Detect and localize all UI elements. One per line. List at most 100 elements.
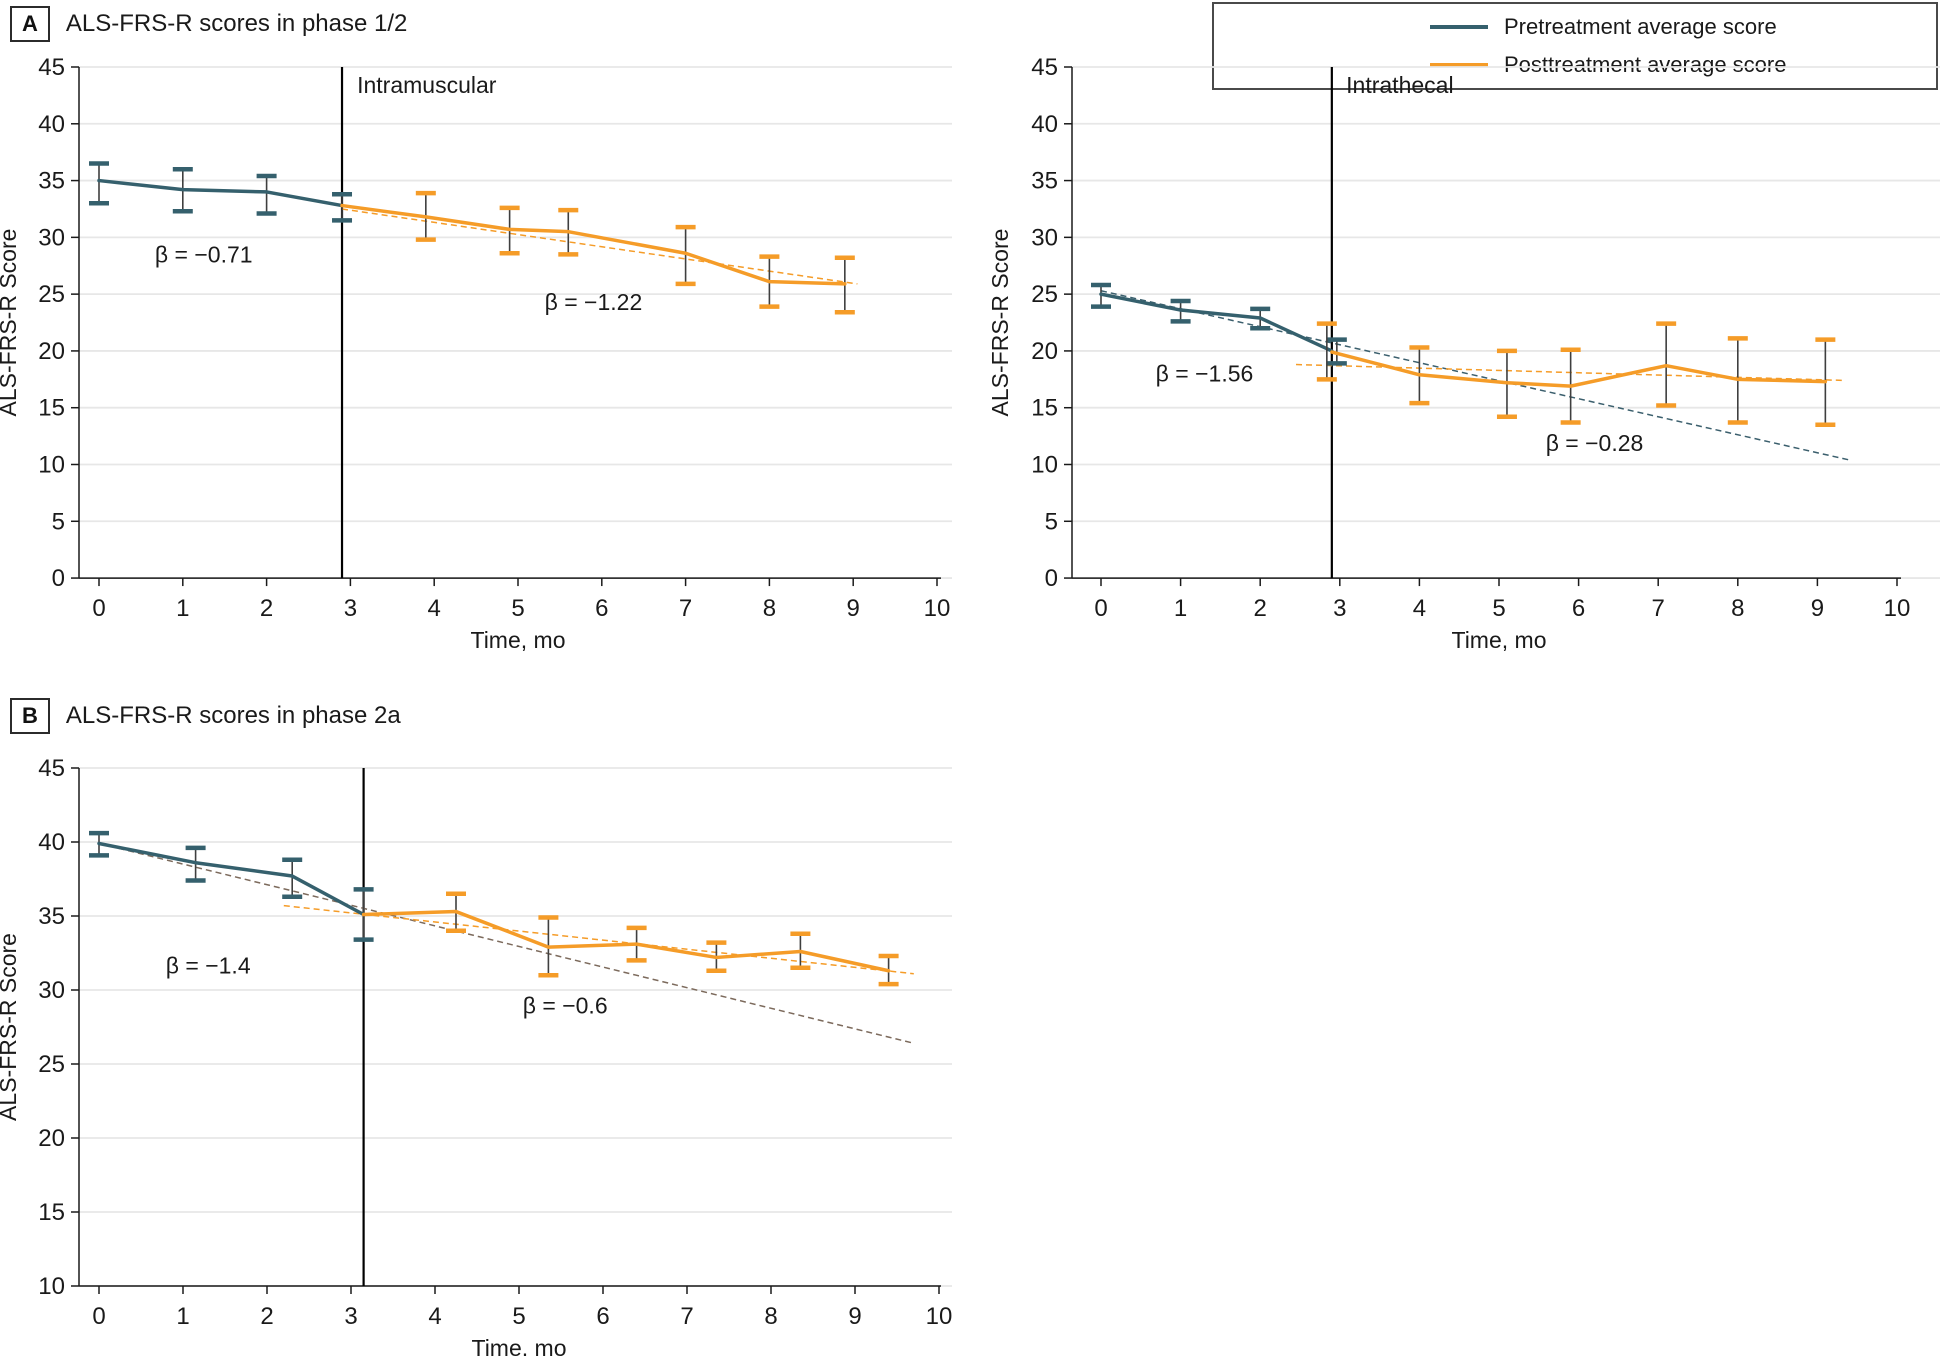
y-axis-title: ALS-FRS-R Score <box>987 229 1013 417</box>
y-tick-label: 20 <box>38 1125 65 1152</box>
beta-annotation: β = −0.6 <box>523 993 608 1019</box>
x-axis-title: Time, mo <box>472 1335 567 1356</box>
legend-item-posttreatment: Posttreatment average score <box>1430 52 1936 78</box>
y-tick-label: 35 <box>1031 168 1058 195</box>
beta-annotation: β = −1.4 <box>166 953 251 979</box>
y-tick-label: 45 <box>38 755 65 782</box>
x-tick-label: 1 <box>176 1303 189 1330</box>
panel-a-title: ALS-FRS-R scores in phase 1/2 <box>65 10 408 37</box>
x-axis-title: Time, mo <box>1452 627 1547 653</box>
x-tick-label: 6 <box>596 1303 609 1330</box>
posttreatment-series-line <box>340 203 847 286</box>
posttreatment-series-line <box>1330 350 1828 388</box>
y-tick-label: 0 <box>1045 565 1058 592</box>
y-tick-label: 25 <box>38 1051 65 1078</box>
y-tick-label: 40 <box>38 829 65 856</box>
x-tick-label: 3 <box>344 1303 357 1330</box>
y-axis-title: ALS-FRS-R Score <box>0 229 21 417</box>
y-tick-label: 40 <box>1031 111 1058 138</box>
y-tick-label: 15 <box>1031 395 1058 422</box>
x-tick-label: 2 <box>260 1303 273 1330</box>
y-tick-label: 5 <box>1045 508 1058 535</box>
panel-b-letter: B <box>10 698 50 734</box>
pretreatment-line-swatch <box>1430 25 1488 29</box>
y-tick-label: 45 <box>38 54 65 81</box>
x-tick-label: 9 <box>1811 595 1824 622</box>
y-tick-label: 45 <box>1031 54 1058 81</box>
y-tick-label: 30 <box>38 224 65 251</box>
pretreatment-trend <box>1100 290 1850 461</box>
y-tick-label: 5 <box>52 508 65 535</box>
posttreatment-line-swatch <box>1430 63 1488 67</box>
x-tick-label: 2 <box>1254 595 1267 622</box>
x-tick-label: 10 <box>1884 595 1911 622</box>
y-tick-label: 0 <box>52 565 65 592</box>
x-tick-label: 0 <box>1094 595 1107 622</box>
beta-annotation: β = −0.71 <box>155 241 253 267</box>
x-tick-label: 1 <box>176 595 189 622</box>
x-tick-label: 4 <box>1413 595 1426 622</box>
x-tick-label: 7 <box>680 1303 693 1330</box>
y-tick-label: 35 <box>38 168 65 195</box>
y-tick-label: 15 <box>38 395 65 422</box>
y-tick-label: 10 <box>38 451 65 478</box>
y-tick-label: 20 <box>38 338 65 365</box>
pretreatment-series-line <box>97 841 366 917</box>
x-tick-label: 3 <box>344 595 357 622</box>
x-tick-label: 5 <box>511 595 524 622</box>
pretreatment-series-line <box>1099 292 1334 353</box>
y-tick-label: 15 <box>38 1199 65 1226</box>
x-tick-label: 9 <box>847 595 860 622</box>
y-tick-label: 35 <box>38 903 65 930</box>
x-tick-label: 3 <box>1333 595 1346 622</box>
x-tick-label: 6 <box>1572 595 1585 622</box>
beta-annotation: β = −1.56 <box>1156 361 1254 387</box>
y-tick-label: 10 <box>1031 451 1058 478</box>
x-tick-label: 2 <box>260 595 273 622</box>
posttreatment-series-line <box>361 909 891 973</box>
y-tick-label: 20 <box>1031 338 1058 365</box>
panel-b-title: ALS-FRS-R scores in phase 2a <box>65 702 401 729</box>
x-tick-label: 0 <box>92 595 105 622</box>
x-axis-title: Time, mo <box>471 627 566 653</box>
legend-item-pretreatment: Pretreatment average score <box>1430 14 1936 40</box>
beta-annotation: β = −0.28 <box>1546 430 1644 456</box>
legend: Pretreatment average score Posttreatment… <box>1212 2 1938 90</box>
x-tick-label: 10 <box>926 1303 953 1330</box>
posttreatment-trend <box>341 208 858 285</box>
y-tick-label: 25 <box>38 281 65 308</box>
y-tick-label: 30 <box>38 977 65 1004</box>
panel-a-header: A ALS-FRS-R scores in phase 1/2 <box>10 6 407 42</box>
x-tick-label: 6 <box>595 595 608 622</box>
x-tick-label: 10 <box>924 595 951 622</box>
x-tick-label: 8 <box>1731 595 1744 622</box>
panel-a-letter: A <box>10 6 50 42</box>
x-tick-label: 4 <box>428 1303 441 1330</box>
treatment-phase-label: Intramuscular <box>357 72 497 98</box>
x-tick-label: 4 <box>428 595 441 622</box>
x-tick-label: 5 <box>1492 595 1505 622</box>
y-axis-title: ALS-FRS-R Score <box>0 933 21 1121</box>
beta-annotation: β = −1.22 <box>545 289 643 315</box>
x-tick-label: 8 <box>763 595 776 622</box>
pretreatment-trend <box>98 842 914 1045</box>
y-tick-label: 30 <box>1031 224 1058 251</box>
legend-label-posttreatment: Posttreatment average score <box>1504 52 1787 77</box>
posttreatment-trend <box>283 904 914 975</box>
y-tick-label: 25 <box>1031 281 1058 308</box>
y-tick-label: 40 <box>38 111 65 138</box>
x-tick-label: 5 <box>512 1303 525 1330</box>
pretreatment-series-line <box>97 178 344 208</box>
x-tick-label: 7 <box>1652 595 1665 622</box>
x-tick-label: 1 <box>1174 595 1187 622</box>
x-tick-label: 0 <box>92 1303 105 1330</box>
x-tick-label: 7 <box>679 595 692 622</box>
panel-b-header: B ALS-FRS-R scores in phase 2a <box>10 698 401 734</box>
y-tick-label: 10 <box>38 1273 65 1300</box>
legend-label-pretreatment: Pretreatment average score <box>1504 14 1777 39</box>
x-tick-label: 8 <box>764 1303 777 1330</box>
